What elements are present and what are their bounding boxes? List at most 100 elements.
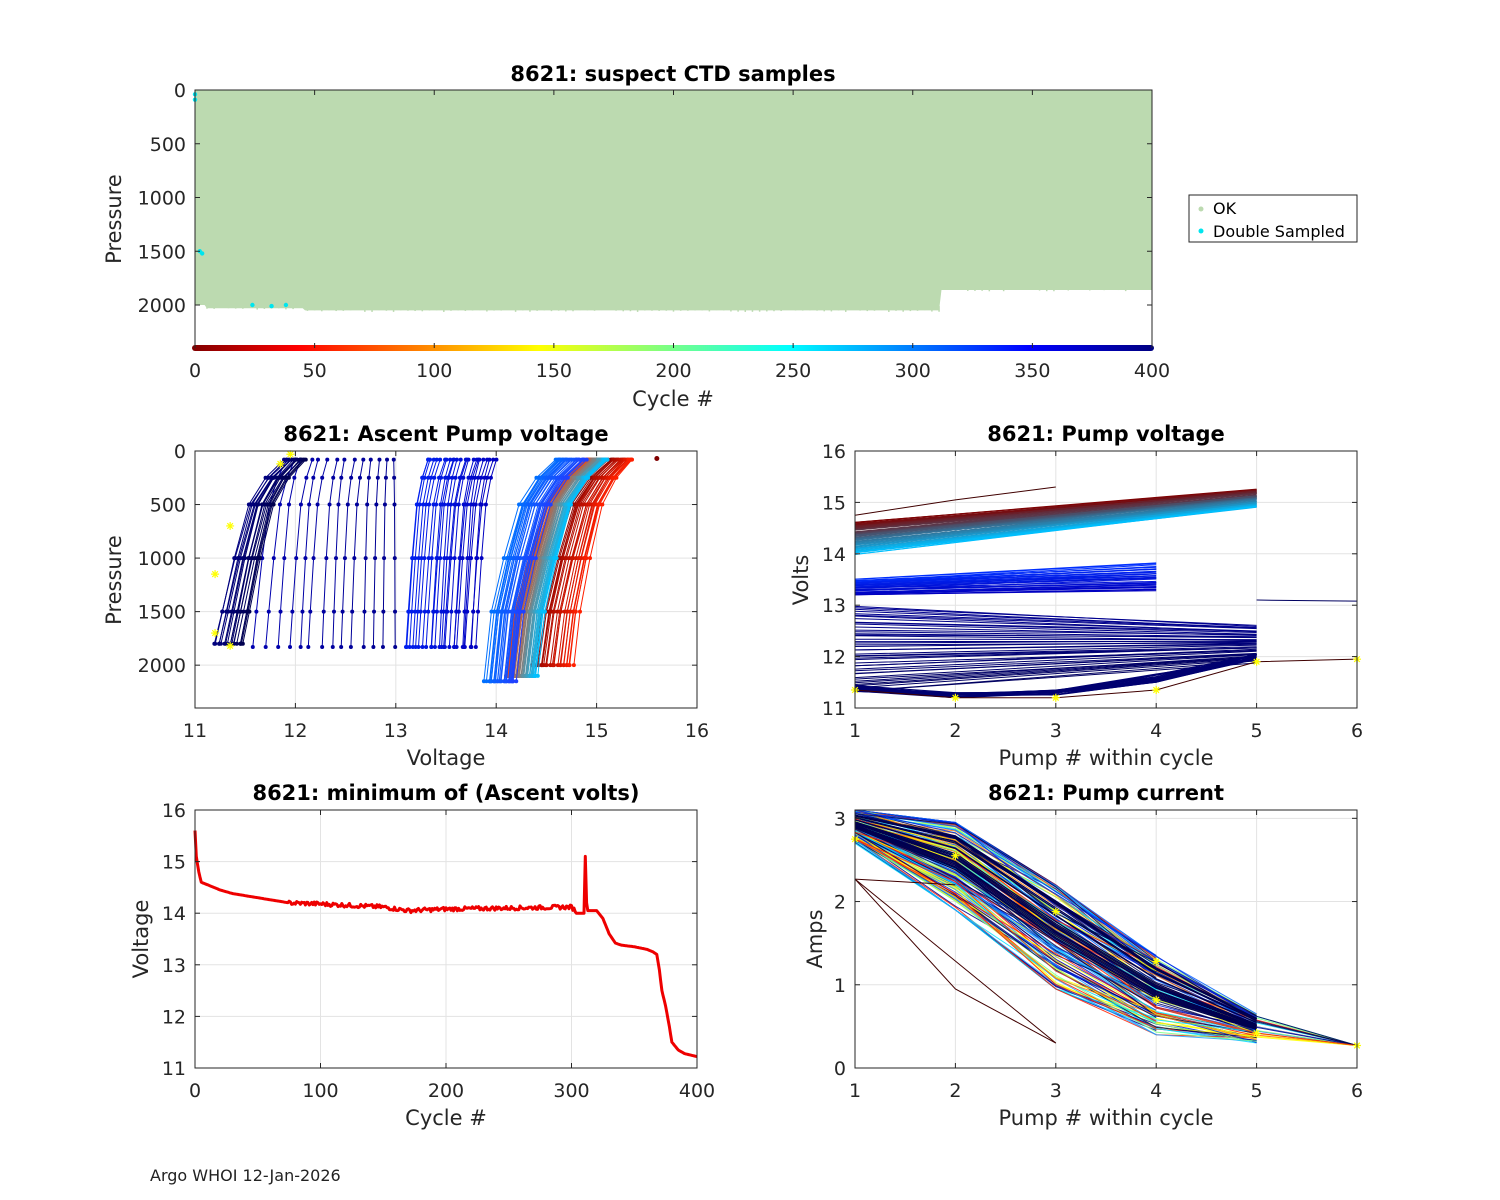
ascent-profile-line bbox=[546, 459, 619, 666]
ascent-profile-line bbox=[441, 459, 462, 648]
ascent-sample-point bbox=[514, 679, 519, 684]
ascent-xtick-label: 15 bbox=[585, 720, 609, 742]
ascent-sample-point bbox=[271, 475, 276, 480]
ascent-sample-point bbox=[614, 475, 619, 480]
ascent-sample-point bbox=[570, 556, 575, 561]
ascent-sample-point bbox=[494, 457, 499, 462]
ascent-sample-point bbox=[426, 609, 431, 614]
pumpv-cycle-line bbox=[854, 641, 1257, 647]
ctd-legend[interactable]: OK Double Sampled bbox=[1188, 194, 1358, 243]
minvolt-xtick-label: 300 bbox=[553, 1080, 589, 1102]
ascent-sample-point bbox=[518, 556, 523, 561]
pumpv-cycle-line bbox=[854, 607, 1257, 626]
pumpi-special-line bbox=[854, 878, 1057, 1044]
ascent-sample-point bbox=[473, 502, 478, 507]
ascent-sample-point bbox=[235, 609, 240, 614]
pumpv-cycle-line bbox=[854, 580, 1157, 589]
minvolt-ytick-label: 15 bbox=[162, 852, 186, 874]
ctd-ytick-label: 1000 bbox=[138, 188, 186, 210]
ascent-xtick-label: 16 bbox=[685, 720, 709, 742]
ascent-profile-line bbox=[493, 459, 563, 682]
ascent-sample-point bbox=[501, 556, 506, 561]
ascent-sample-point bbox=[246, 556, 251, 561]
ascent-profile-line bbox=[496, 459, 566, 682]
ascent-sample-point bbox=[530, 556, 535, 561]
pumpi-xtick-label: 6 bbox=[1351, 1080, 1363, 1102]
ascent-profile-line bbox=[444, 459, 468, 648]
double-sampled-point bbox=[199, 251, 205, 256]
ascent-sample-point bbox=[469, 556, 474, 561]
ascent-sample-point bbox=[454, 457, 459, 462]
pumpv-cycle-line bbox=[854, 640, 1257, 644]
ascent-profile-line bbox=[240, 459, 305, 644]
ascent-profile-line bbox=[470, 459, 494, 648]
ascent-sample-point bbox=[449, 609, 454, 614]
ascent-profile-line bbox=[239, 459, 301, 644]
ascent-sample-point bbox=[422, 609, 427, 614]
ascent-sample-point bbox=[404, 644, 409, 649]
pumpv-extended-line bbox=[1256, 599, 1358, 602]
ascent-sample-point bbox=[223, 641, 228, 646]
ascent-sample-point bbox=[422, 475, 427, 480]
ascent-profile-line bbox=[504, 459, 577, 682]
pumpi-marker bbox=[951, 851, 960, 860]
ascent-sample-point bbox=[565, 609, 570, 614]
ascent-sample-point bbox=[424, 644, 429, 649]
pumpi-cycle-line bbox=[854, 812, 1257, 1015]
ascent-sample-point bbox=[262, 502, 267, 507]
ascent-sample-point bbox=[453, 502, 458, 507]
minvolt-grid-layer bbox=[194, 809, 698, 1069]
pumpi-cycle-line bbox=[854, 831, 1157, 1018]
ascent-xtick-label: 11 bbox=[183, 720, 207, 742]
pumpv-ytick-label: 16 bbox=[822, 441, 846, 463]
ascent-sample-point bbox=[352, 457, 357, 462]
ascent-sample-point bbox=[454, 644, 459, 649]
pumpv-cycle-line bbox=[854, 646, 1257, 657]
pumpi-marker bbox=[1152, 957, 1161, 966]
ascent-sample-point bbox=[567, 663, 572, 668]
ascent-sample-point bbox=[479, 475, 484, 480]
ascent-profile-line bbox=[422, 459, 446, 648]
ascent-profile-line bbox=[470, 459, 490, 648]
pumpi-dark-line bbox=[854, 825, 1257, 1029]
ascent-ticks-layer: 11 12 13 14 15 16 0 500 1000 1500 2000 bbox=[138, 441, 709, 742]
ctd-ylabel: Pressure bbox=[102, 174, 126, 264]
pumpi-marker bbox=[1252, 1029, 1261, 1038]
ctd-xtick-label: 50 bbox=[303, 360, 327, 382]
pumpv-cycle-line bbox=[854, 654, 1257, 679]
pumpi-cycle-line bbox=[854, 809, 1358, 1046]
ascent-sample-point bbox=[558, 663, 563, 668]
pumpi-dark-line bbox=[854, 821, 1257, 1026]
pumpv-cycle-line bbox=[854, 587, 1157, 594]
pumpv-cycle-line bbox=[854, 657, 1257, 687]
pumpi-dark-line bbox=[854, 819, 1257, 1024]
legend-ok-marker bbox=[1198, 206, 1204, 212]
pumpi-xtick-label: 3 bbox=[1050, 1080, 1062, 1102]
ascent-profile-line bbox=[557, 459, 624, 666]
ascent-sample-point bbox=[439, 475, 444, 480]
ascent-sample-point bbox=[427, 457, 432, 462]
ascent-profile-line bbox=[475, 459, 497, 648]
ascent-sample-point bbox=[345, 502, 350, 507]
ascent-sample-point bbox=[568, 457, 573, 462]
ascent-profile-line bbox=[412, 459, 435, 648]
ascent-profile-line bbox=[508, 459, 577, 682]
ascent-profile-line bbox=[462, 459, 480, 648]
ascent-sample-point bbox=[290, 609, 295, 614]
pumpi-special-line bbox=[854, 878, 956, 886]
pumpi-dark-line bbox=[854, 821, 1257, 1025]
minvolt-xtick-label: 100 bbox=[302, 1080, 338, 1102]
ascent-sample-point bbox=[284, 457, 289, 462]
pumpv-xlabel: Pump # within cycle bbox=[999, 746, 1214, 770]
ascent-sample-point bbox=[515, 556, 520, 561]
ascent-sample-point bbox=[423, 502, 428, 507]
ascent-profile-line bbox=[277, 459, 301, 648]
ctd-xtick-label: 0 bbox=[189, 360, 201, 382]
ascent-sample-point bbox=[468, 644, 473, 649]
ascent-sample-point bbox=[303, 556, 308, 561]
ascent-sample-point bbox=[350, 609, 355, 614]
ascent-profile-line bbox=[489, 459, 558, 682]
ascent-sample-point bbox=[533, 556, 538, 561]
ascent-xtick-label: 14 bbox=[484, 720, 508, 742]
